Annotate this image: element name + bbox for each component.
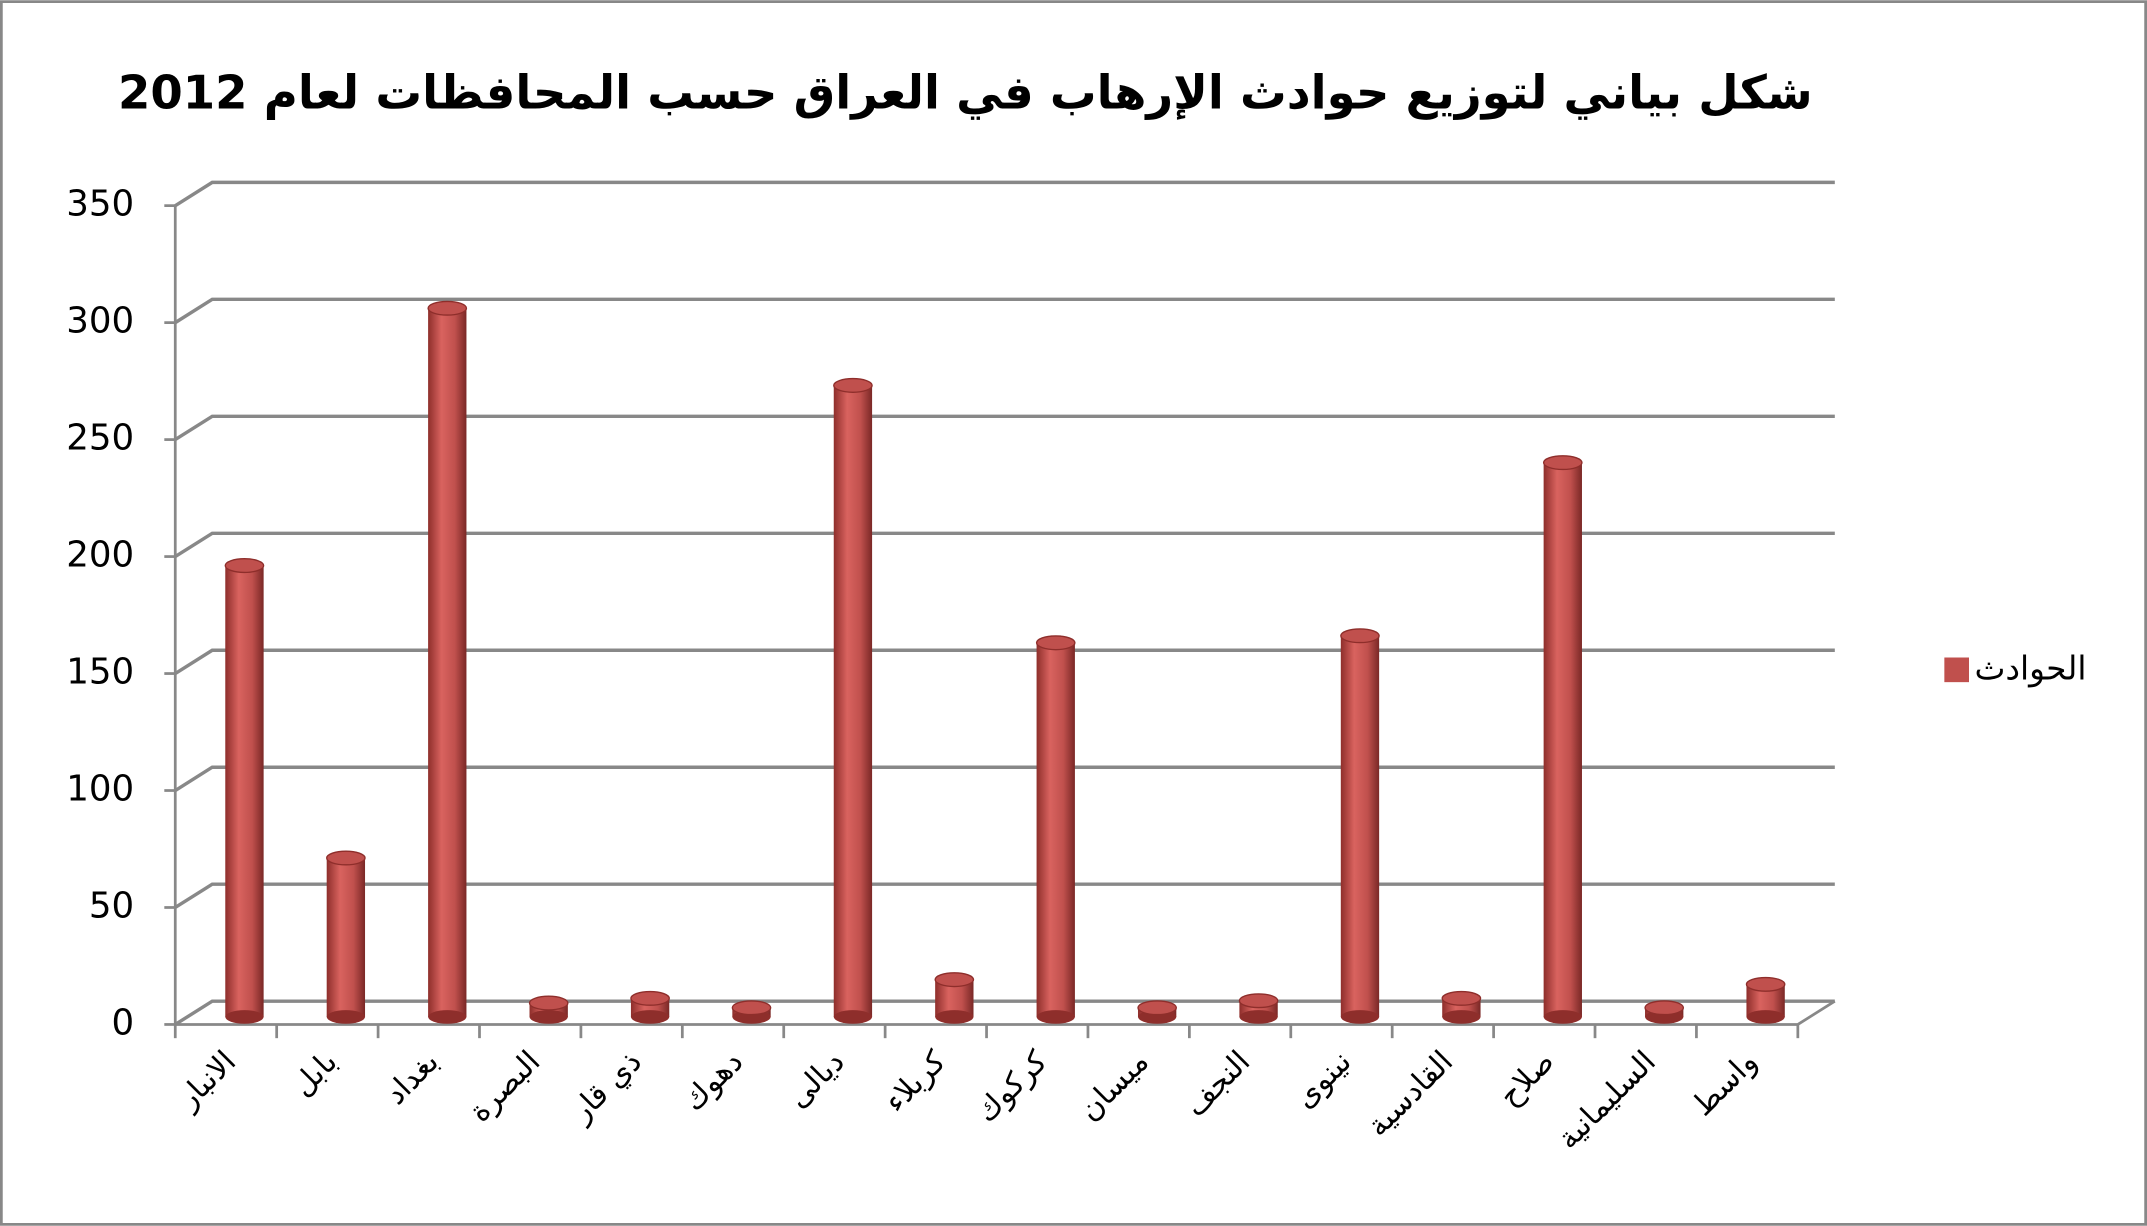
y-tick-label: 300 [66, 301, 134, 342]
bar-base [1442, 1010, 1481, 1024]
bar [326, 858, 366, 1017]
bar-base [1543, 1010, 1582, 1024]
legend-swatch [1944, 657, 1969, 683]
bar-top [326, 850, 366, 866]
bar-top [1238, 993, 1279, 1009]
bar-top [833, 377, 873, 393]
y-tick-label: 200 [66, 535, 134, 576]
bar-base [630, 1010, 670, 1024]
bar-top [1745, 976, 1786, 992]
y-tick-label: 0 [112, 1002, 135, 1043]
bar-top [1644, 1000, 1685, 1016]
floor [175, 1000, 1836, 1026]
y-tick-label: 50 [89, 885, 134, 926]
grid-line [174, 180, 1835, 208]
chart-title: شكل بياني لتوزيع حوادث الإرهاب في العراق… [118, 66, 1813, 121]
bar-top [1441, 990, 1482, 1006]
bar-base [1239, 1010, 1278, 1024]
y-tick-label: 350 [66, 184, 134, 225]
grid-line [174, 999, 1835, 1026]
bar [1543, 462, 1582, 1017]
bar-top [224, 558, 265, 574]
bar-top [1137, 1000, 1178, 1016]
bar [1340, 635, 1380, 1017]
bar-base [428, 1010, 467, 1024]
bar-top [1542, 455, 1583, 471]
y-tick-label: 250 [66, 418, 134, 459]
bar [1036, 642, 1075, 1017]
bar-top [427, 300, 468, 316]
y-tick-label: 100 [66, 769, 134, 810]
bar-top [630, 990, 670, 1006]
bar-base [326, 1010, 366, 1024]
bar-base [1746, 1010, 1785, 1024]
bar-top [1340, 628, 1380, 644]
y-tick-label: 150 [66, 652, 134, 693]
bar-top [934, 972, 975, 988]
bar-top [528, 995, 569, 1011]
bar-base [1036, 1010, 1075, 1024]
bar-base [529, 1010, 568, 1024]
bar-base [833, 1010, 873, 1024]
grid-line [174, 765, 1835, 792]
bar-base [1340, 1010, 1380, 1024]
bar-top [731, 1000, 772, 1016]
grid-line [174, 297, 1835, 325]
bar-top [1035, 635, 1076, 651]
bar [833, 385, 873, 1017]
grid-line [174, 648, 1835, 675]
grid-line [174, 414, 1835, 442]
grid-line [174, 531, 1835, 559]
bar [428, 308, 467, 1017]
bar-base [225, 1010, 264, 1024]
legend-label: الحوادث [1974, 648, 2086, 687]
grid-line [174, 882, 1835, 909]
bar-base [935, 1010, 974, 1024]
bar [225, 565, 264, 1017]
